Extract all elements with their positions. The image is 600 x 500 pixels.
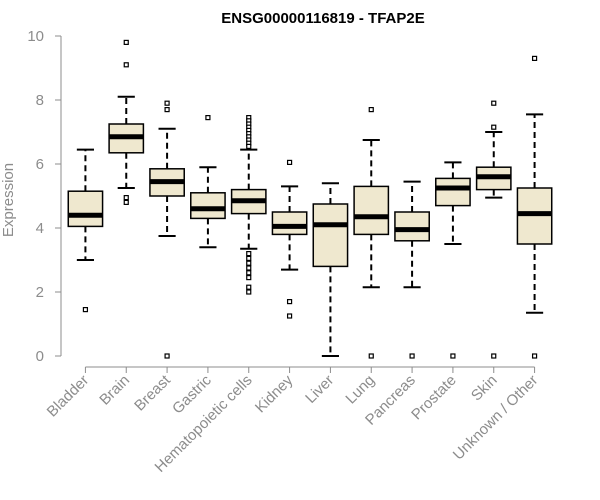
box-skin	[475, 100, 512, 359]
outlier-point	[409, 353, 415, 359]
box-bladder	[67, 148, 104, 313]
outlier-point	[246, 260, 252, 266]
x-tick-label: Brain	[96, 372, 133, 409]
outlier-point	[123, 39, 129, 46]
box-iqr	[312, 203, 349, 268]
x-tick-label: Kidney	[252, 371, 297, 416]
outlier-point	[531, 55, 538, 62]
chart-title: ENSG00000116819 - TFAP2E	[221, 10, 424, 27]
box-breast	[149, 100, 185, 359]
outlier-point	[123, 195, 129, 201]
outlier-point	[123, 199, 129, 205]
outlier-point	[450, 353, 456, 359]
outlier-point	[246, 143, 252, 149]
outlier-point	[491, 124, 497, 130]
box-gastric	[190, 114, 226, 249]
x-tick-label: Liver	[302, 372, 337, 407]
box-prostate	[435, 161, 471, 359]
outlier-point	[491, 353, 497, 359]
outlier-point	[286, 299, 293, 305]
box-hematopoietic-cells	[230, 114, 267, 295]
box-iqr	[190, 192, 226, 220]
outlier-point	[246, 265, 252, 271]
outlier-point	[246, 275, 252, 281]
box-iqr	[435, 177, 471, 207]
outlier-point	[246, 251, 252, 257]
y-tick-label: 0	[36, 348, 44, 365]
outlier-point	[164, 106, 170, 113]
box-kidney	[271, 159, 308, 319]
outlier-point	[246, 284, 252, 290]
x-tick-label: Lung	[342, 372, 378, 408]
box-series	[67, 39, 553, 359]
outlier-point	[286, 313, 293, 319]
outlier-point	[286, 159, 293, 165]
outlier-point	[164, 353, 170, 359]
box-liver	[312, 182, 349, 357]
y-axis-ticks: 0 2 4 6 8 10	[27, 28, 61, 365]
box-brain	[108, 39, 145, 205]
box-unknown-other	[516, 55, 553, 359]
outlier-point	[246, 255, 252, 261]
box-iqr	[353, 185, 390, 236]
y-tick-label: 4	[36, 220, 44, 237]
box-lung	[353, 106, 390, 359]
y-tick-label: 6	[36, 156, 44, 173]
y-tick-label: 8	[36, 92, 44, 109]
box-iqr	[394, 211, 430, 242]
outlier-point	[491, 100, 497, 106]
x-tick-label: Breast	[131, 371, 174, 414]
x-tick-label: Prostate	[408, 372, 460, 424]
outlier-point	[123, 62, 129, 68]
outlier-point	[82, 307, 89, 313]
outlier-point	[368, 353, 374, 359]
box-iqr	[271, 211, 308, 236]
y-axis-title: Expression	[0, 163, 17, 237]
outlier-point	[368, 106, 374, 113]
box-pancreas	[394, 180, 430, 359]
outlier-point	[246, 270, 252, 276]
x-tick-label: Skin	[468, 372, 501, 405]
x-tick-label: Bladder	[44, 372, 93, 421]
outlier-point	[531, 353, 538, 359]
y-tick-label: 2	[36, 284, 44, 301]
outlier-point	[246, 289, 252, 295]
outlier-point	[164, 100, 170, 106]
outlier-point	[205, 114, 211, 121]
y-tick-label: 10	[27, 28, 44, 45]
box-iqr	[67, 190, 104, 228]
